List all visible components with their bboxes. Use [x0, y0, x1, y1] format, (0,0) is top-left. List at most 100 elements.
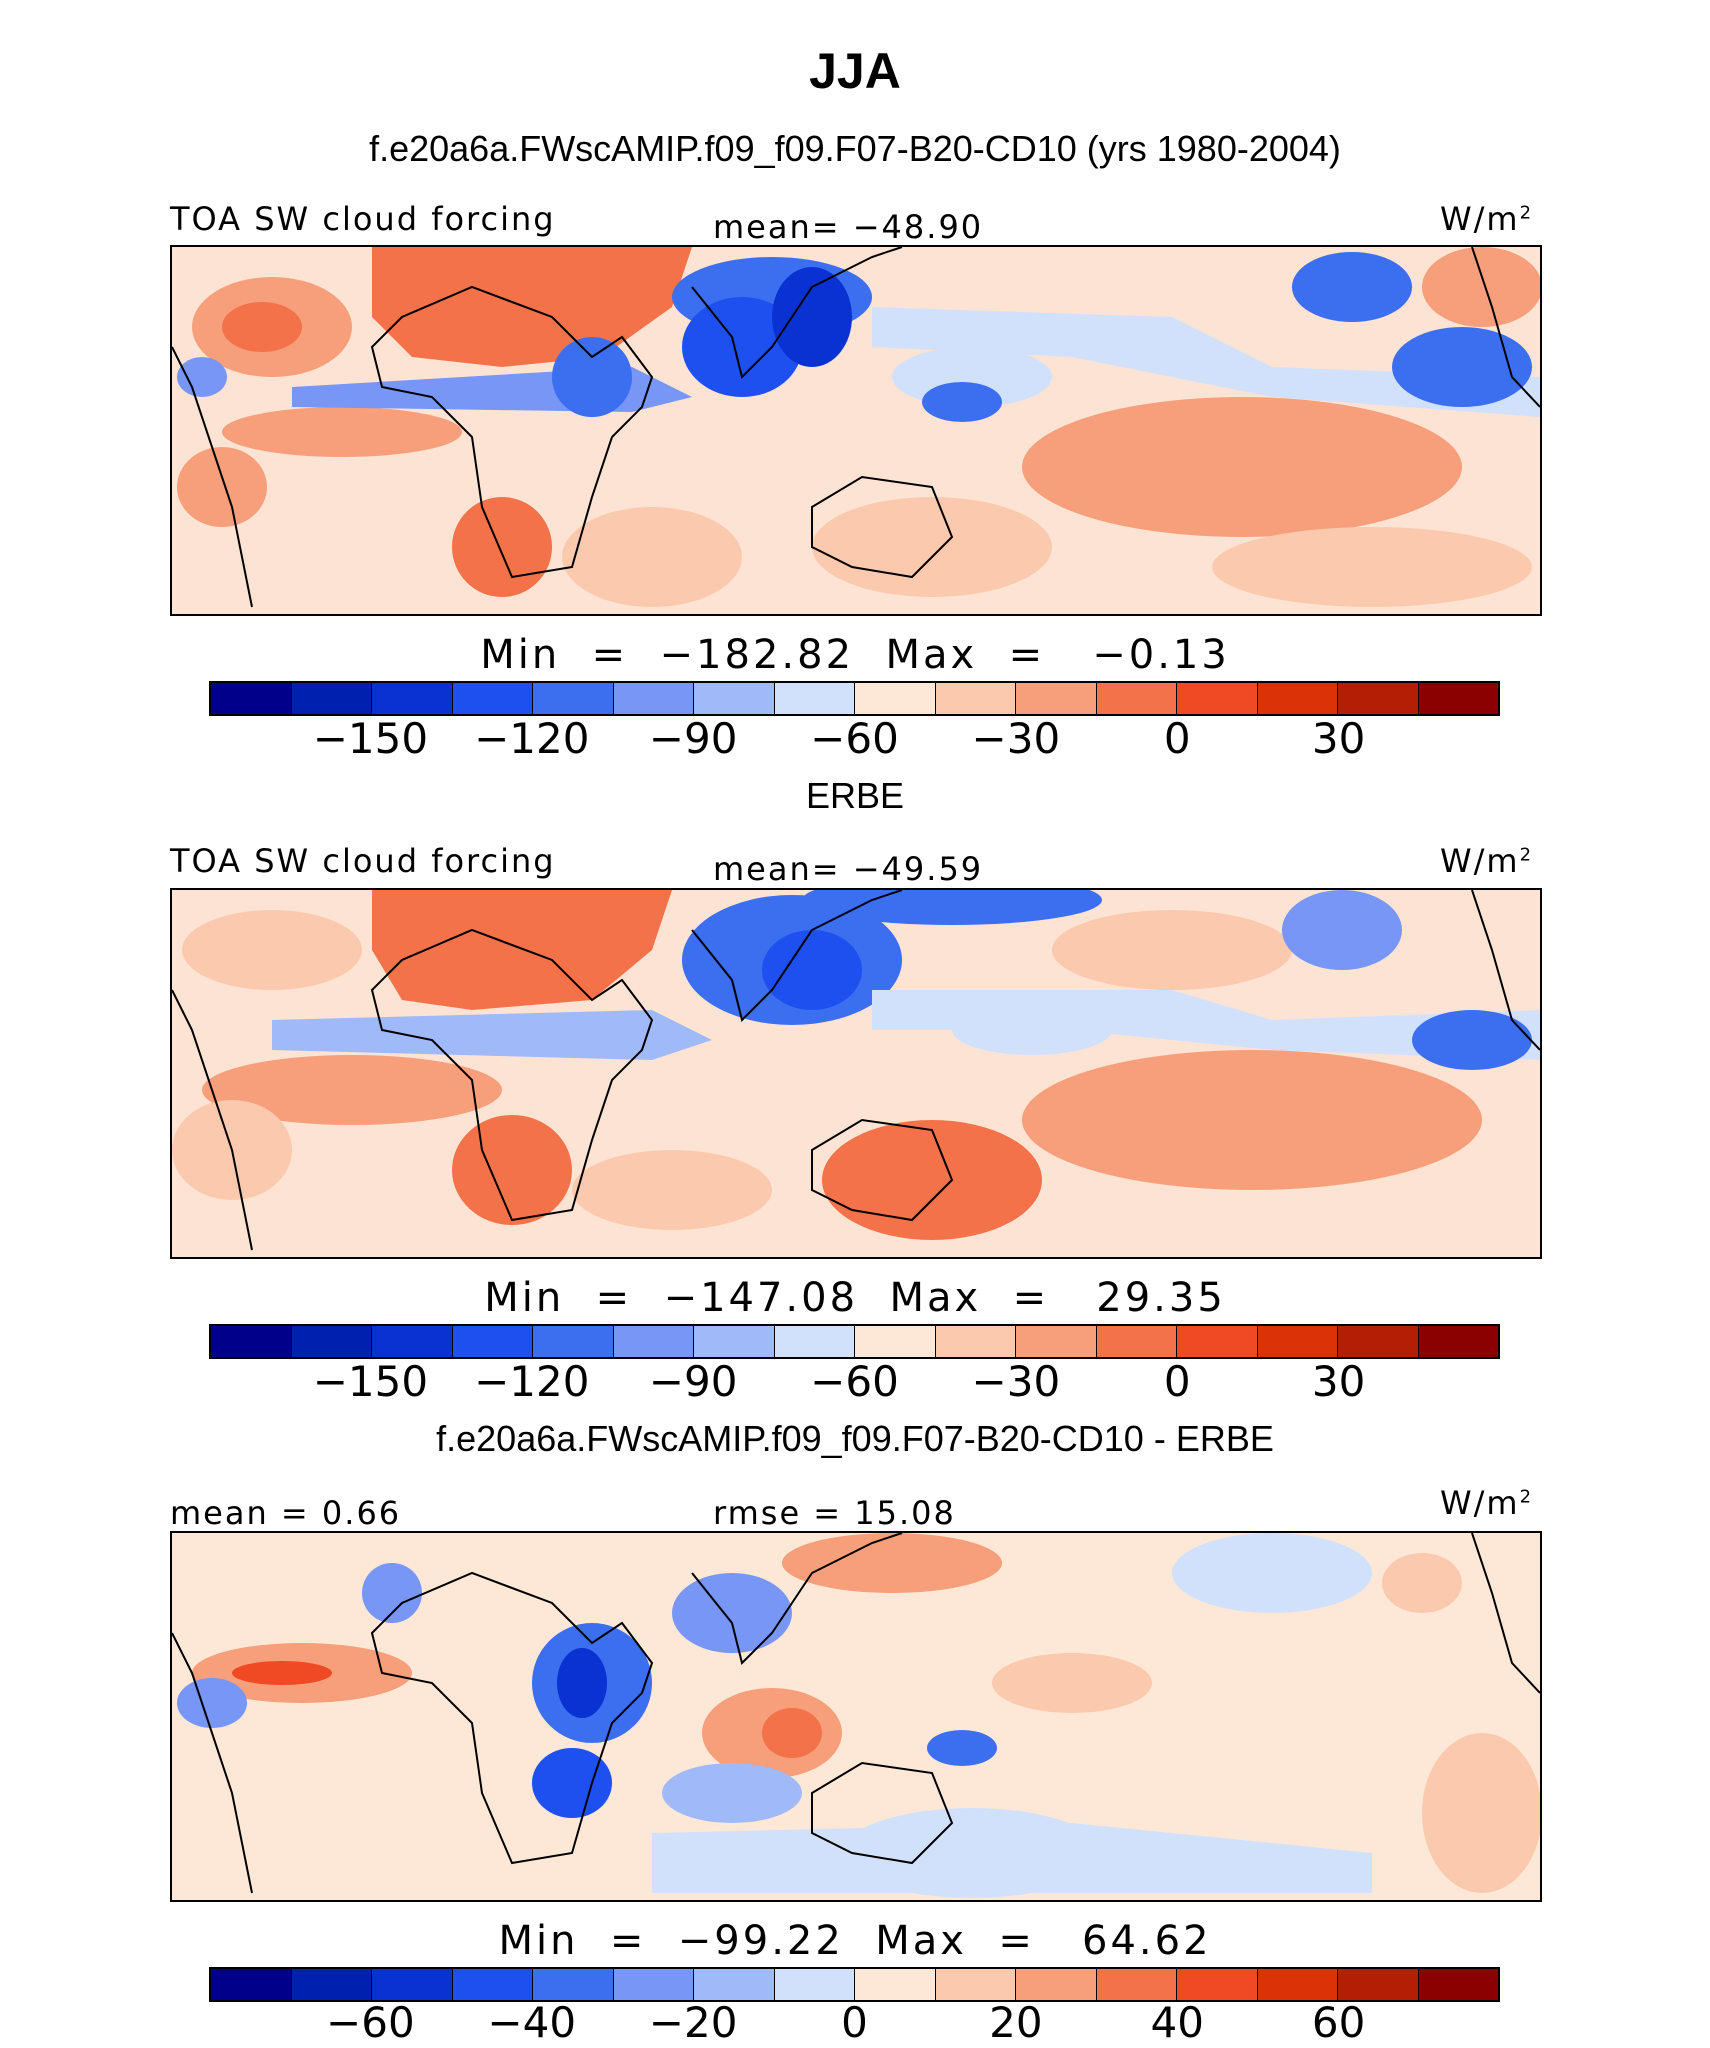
colorbar-model-swatch: [533, 683, 614, 714]
colorbar-model-swatch: [855, 683, 936, 714]
colorbar-obs-tick-label: −30: [971, 1357, 1061, 1406]
colorbar-obs-tick-label: 30: [1311, 1357, 1366, 1406]
colorbar-model-swatch: [935, 683, 1016, 714]
map-obs-field: [172, 890, 1540, 1257]
colorbar-obs-swatch: [211, 1326, 292, 1357]
map-diff: [170, 1531, 1542, 1902]
obs-itcz-atlantic-patch: [272, 1010, 712, 1060]
colorbar-diff-tick-label: −20: [648, 1998, 738, 2047]
colorbar-model-swatch: [1418, 683, 1498, 714]
colorbar-diff-swatch: [291, 1969, 372, 2000]
colorbar-model-swatch: [774, 683, 855, 714]
colorbar-model-swatch: [1177, 683, 1258, 714]
colorbar-model-swatch: [291, 683, 372, 714]
model-sahara-patch: [372, 247, 692, 367]
colorbar-obs-swatch: [372, 1326, 453, 1357]
colorbar-model-tick-label: −150: [312, 714, 429, 763]
colorbar-diff-tick-label: 60: [1311, 1998, 1366, 2047]
colorbar-model-swatch: [613, 683, 694, 714]
colorbar-model-tick-label: −120: [474, 714, 590, 763]
colorbar-obs-tick-label: −60: [810, 1357, 899, 1406]
colorbar-obs-swatch: [1096, 1326, 1177, 1357]
colorbar-model-tick-label: 30: [1311, 714, 1366, 763]
panel-diff-mean: mean = 0.66: [170, 1494, 402, 1532]
colorbar-diff-swatch: [1177, 1969, 1258, 2000]
obs-title: ERBE: [805, 775, 905, 816]
model-southern-africa-patch: [452, 497, 552, 597]
map-model-field: [172, 247, 1540, 614]
colorbar-model-swatch: [452, 683, 533, 714]
colorbar-diff-swatch: [372, 1969, 453, 2000]
panel-diff-minmax: Min = −99.22 Max = 64.62: [498, 1918, 1212, 1964]
colorbar-obs-swatch: [533, 1326, 614, 1357]
case-title: f.e20a6a.FWscAMIP.f09_f09.F07-B20-CD10 (…: [369, 128, 1341, 169]
colorbar-diff-tick-label: 0: [841, 1998, 868, 2047]
colorbar-diff-swatch: [935, 1969, 1016, 2000]
diff-title: f.e20a6a.FWscAMIP.f09_f09.F07-B20-CD10 -…: [436, 1418, 1274, 1459]
colorbar-obs-swatch: [452, 1326, 533, 1357]
colorbar-model-tick-label: 0: [1163, 714, 1191, 763]
colorbar-model-tick-label: −30: [971, 714, 1061, 763]
colorbar-diff-swatch: [1016, 1969, 1097, 2000]
panel-diff-unit: W/m2: [1440, 1484, 1534, 1522]
figure-title: JJA: [809, 43, 901, 99]
colorbar-diff-tick-label: 40: [1150, 1998, 1204, 2047]
colorbar-model-swatch: [372, 683, 453, 714]
colorbar-model-swatch: [694, 683, 775, 714]
colorbar-obs-swatch: [1257, 1326, 1338, 1357]
colorbar-model-swatch: [1096, 683, 1177, 714]
colorbar-obs-swatch: [1418, 1326, 1498, 1357]
panel-obs-minmax: Min = −147.08 Max = 29.35: [484, 1275, 1226, 1321]
panel-model-minmax: Min = −182.82 Max = −0.13: [480, 632, 1230, 678]
panel-obs-mean: mean= −49.59: [713, 850, 984, 888]
obs-sahara-patch: [372, 890, 672, 1010]
colorbar-model-tick-label: −60: [810, 714, 899, 763]
colorbar-diff-swatch: [533, 1969, 614, 2000]
colorbar-diff-swatch: [1257, 1969, 1338, 2000]
colorbar-model-swatch: [1016, 683, 1097, 714]
colorbar-obs-swatch: [935, 1326, 1016, 1357]
colorbar-model-swatch: [1338, 683, 1419, 714]
colorbar-diff-swatch: [774, 1969, 855, 2000]
colorbar-diff-swatch: [452, 1969, 533, 2000]
colorbar-diff-swatch: [855, 1969, 936, 2000]
panel-diff-rmse: rmse = 15.08: [713, 1494, 956, 1532]
colorbar-obs-tick-label: −150: [312, 1357, 429, 1406]
colorbar-obs-swatch: [1016, 1326, 1097, 1357]
colorbar-diff-tick-label: 20: [989, 1998, 1043, 2047]
colorbar-obs-swatch: [1338, 1326, 1419, 1357]
colorbar-diff-swatch: [1096, 1969, 1177, 2000]
panel-model-left-label: TOA SW cloud forcing: [170, 200, 556, 238]
panel-model-unit: W/m2: [1440, 200, 1534, 238]
colorbar-obs-tick-label: −90: [648, 1357, 738, 1406]
panel-obs-unit: W/m2: [1440, 842, 1534, 880]
panel-model-mean: mean= −48.90: [713, 208, 984, 246]
colorbar-diff-swatch: [1338, 1969, 1419, 2000]
model-southeast-pacific-patch: [1022, 397, 1462, 537]
map-diff-field: [172, 1533, 1540, 1900]
colorbar-obs-tick-label: 0: [1163, 1357, 1191, 1406]
colorbar-diff-swatch: [1418, 1969, 1498, 2000]
colorbar-diff-tick-label: −60: [326, 1998, 415, 2047]
colorbar-diff-swatch: [694, 1969, 775, 2000]
colorbar-obs: [209, 1324, 1500, 1359]
colorbar-obs-tick-label: −120: [474, 1357, 590, 1406]
map-obs: [170, 888, 1542, 1259]
colorbar-model-swatch: [1257, 683, 1338, 714]
colorbar-obs-swatch: [694, 1326, 775, 1357]
colorbar-diff-swatch: [613, 1969, 694, 2000]
obs-southeast-pacific-patch: [1022, 1050, 1482, 1190]
colorbar-obs-swatch: [613, 1326, 694, 1357]
model-tropical-pacific-patch: [872, 307, 1540, 417]
colorbar-diff: [209, 1967, 1500, 2002]
colorbar-diff-tick-label: −40: [487, 1998, 577, 2047]
colorbar-model-tick-label: −90: [648, 714, 738, 763]
colorbar-model-swatch: [211, 683, 292, 714]
panel-obs-left-label: TOA SW cloud forcing: [170, 842, 556, 880]
colorbar-diff-swatch: [211, 1969, 292, 2000]
colorbar-model: [209, 681, 1500, 716]
colorbar-obs-swatch: [1177, 1326, 1258, 1357]
colorbar-obs-swatch: [291, 1326, 372, 1357]
colorbar-obs-swatch: [774, 1326, 855, 1357]
colorbar-obs-swatch: [855, 1326, 936, 1357]
